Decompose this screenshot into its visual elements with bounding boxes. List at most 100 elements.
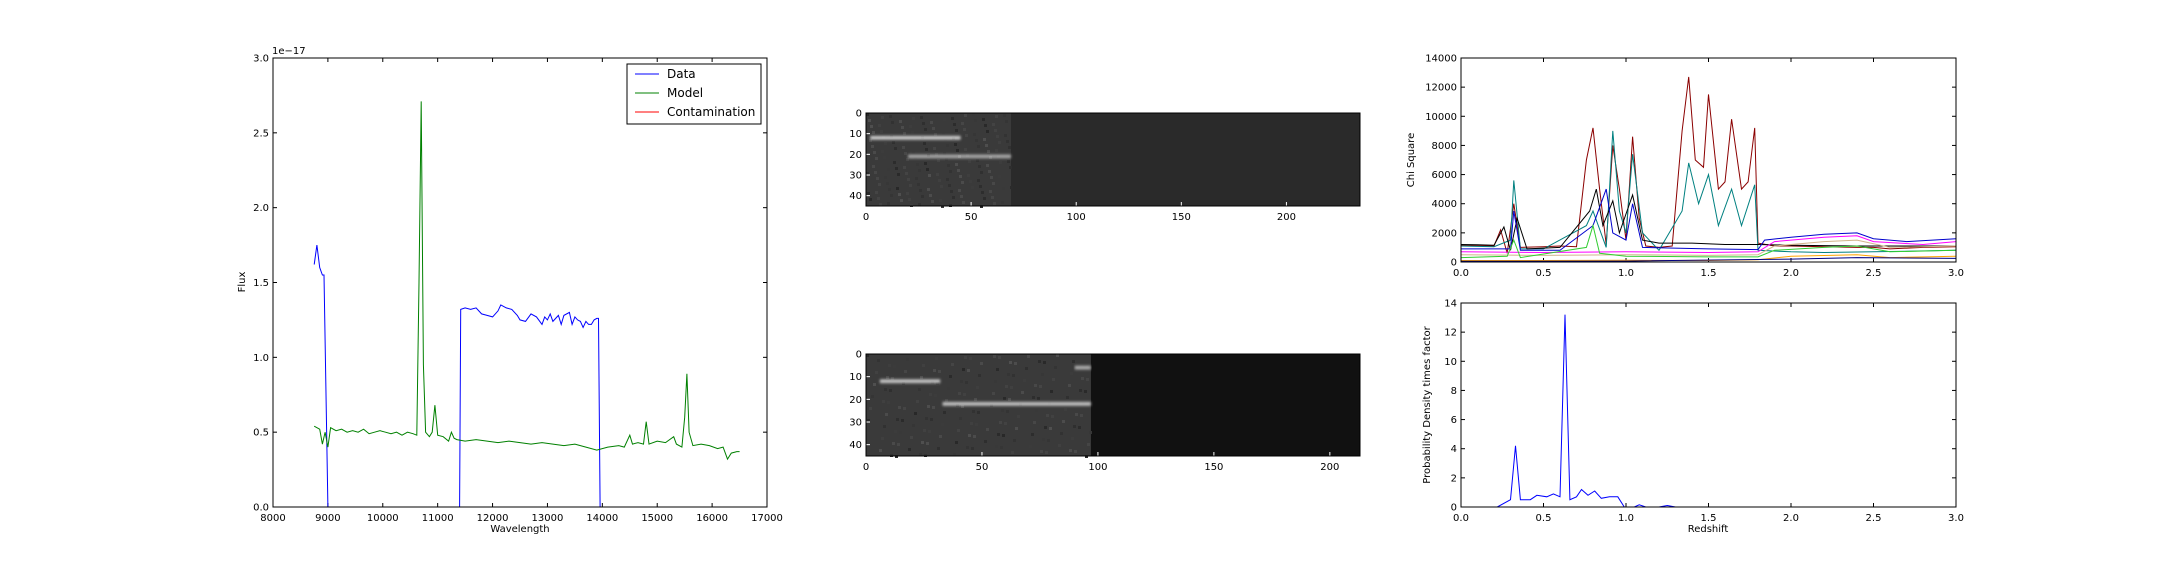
image-noise-pixel [929,393,932,396]
image-noise-pixel [994,380,997,383]
image-noise-pixel [961,122,964,125]
image-noise-pixel [973,435,976,438]
image-noise-pixel [918,203,921,206]
image-noise-pixel [903,407,906,410]
image-noise-pixel [1038,360,1041,363]
image-noise-pixel [965,134,968,137]
image-noise-pixel [883,425,886,428]
x-tick-label: 3.0 [1948,513,1964,524]
image-noise-pixel [932,127,935,130]
image-noise-pixel [976,159,979,162]
image-noise-pixel [1008,146,1011,149]
image-noise-pixel [1069,449,1072,452]
image-noise-pixel [924,128,927,131]
image-noise-pixel [869,407,872,410]
image-noise-pixel [899,120,902,123]
image-noise-pixel [985,144,988,147]
image-noise-pixel [1079,389,1082,392]
image-noise-pixel [1011,451,1014,454]
image-noise-pixel [980,171,983,174]
y-tick-label: 10 [1444,357,1457,368]
image-noise-pixel [1051,415,1054,418]
image-noise-pixel [966,446,969,449]
y-tick-label: 20 [849,150,862,161]
x-tick-label: 13000 [532,513,564,524]
image-noise-pixel [866,172,869,175]
image-noise-pixel [891,121,894,124]
series-line-ff00ff [1460,235,1957,254]
spectrum-offset-label: 1e−17 [272,46,306,57]
image-noise-pixel [999,161,1002,164]
image-noise-pixel [995,115,998,118]
image-noise-pixel [908,448,911,451]
image-noise-pixel [920,376,923,379]
image-noise-pixel [1008,398,1011,401]
image-noise-pixel [876,177,879,180]
image-noise-pixel [884,142,887,145]
image-noise-pixel [1054,366,1057,369]
image-noise-pixel [900,394,903,397]
image-noise-pixel [998,356,1001,359]
image-noise-pixel [926,442,929,445]
image-noise-pixel [1010,386,1013,389]
image-noise-pixel [955,163,958,166]
image-noise-pixel [920,116,923,119]
image-noise-pixel [980,362,983,365]
image-noise-pixel [991,196,994,199]
image-noise-pixel [1043,361,1046,364]
chi-square-plot-area: 0.0 0.5 1.0 1.5 2.0 2.5 3.0 0 2000 4000 6000 8000 10… [1425,54,1964,280]
image-noise-pixel [938,179,941,182]
image-noise-pixel [916,163,919,166]
image-noise-pixel [967,369,970,372]
image-noise-pixel [879,449,882,452]
image-noise-pixel [868,119,871,122]
image-noise-pixel [911,131,914,134]
probability-density-ylabel: Probability Density times factor [1422,325,1433,483]
x-tick-label: 100 [1067,212,1086,223]
image-noise-pixel [932,406,935,409]
image-noise-pixel [1049,427,1052,430]
image-noise-pixel [887,168,890,171]
image-noise-pixel [896,187,899,190]
image-noise-pixel [887,202,890,205]
image-noise-pixel [877,359,880,362]
image-noise-pixel [986,428,989,431]
x-tick-label: 2.0 [1783,268,1799,279]
image-noise-pixel [886,182,889,185]
image-noise-pixel [905,172,908,175]
image-noise-pixel [1004,422,1007,425]
image-noise-pixel [955,441,958,444]
image-noise-pixel [1075,413,1078,416]
image-noise-pixel [923,142,926,145]
image-noise-pixel [904,370,907,373]
image-noise-pixel [960,380,963,383]
image-top-frame [865,112,1361,207]
image-noise-pixel [870,125,873,128]
y-tick-label: 12000 [1425,83,1457,94]
image-noise-pixel [890,194,893,197]
image-noise-pixel [869,198,872,201]
image-noise-pixel [958,392,961,395]
image-noise-pixel [877,197,880,200]
image-noise-pixel [982,452,985,455]
image-noise-pixel [889,389,892,392]
image-noise-pixel [1014,362,1017,365]
image-noise-pixel [881,116,884,119]
image-noise-pixel [1040,450,1043,453]
image-noise-pixel [1035,409,1038,412]
image-noise-pixel [978,374,981,377]
image-noise-pixel [900,199,903,202]
y-tick-label: 0 [856,350,862,361]
image-noise-pixel [921,441,924,444]
image-noise-pixel [1033,421,1036,424]
image-noise-pixel [994,129,997,132]
image-noise-pixel [940,358,943,361]
image-noise-pixel [947,164,950,167]
probability-density-plot-area: 0.0 0.5 1.0 1.5 2.0 2.5 3.0 0 2 4 6 8 10 12 14 [1444,299,1964,525]
probability-density-axes-frame [1460,302,1957,508]
image-noise-pixel [1044,426,1047,429]
image-noise-pixel [992,182,995,185]
chi-square-ylabel: Chi Square [1406,133,1417,187]
image-noise-pixel [937,447,940,450]
image-noise-pixel [1066,396,1069,399]
